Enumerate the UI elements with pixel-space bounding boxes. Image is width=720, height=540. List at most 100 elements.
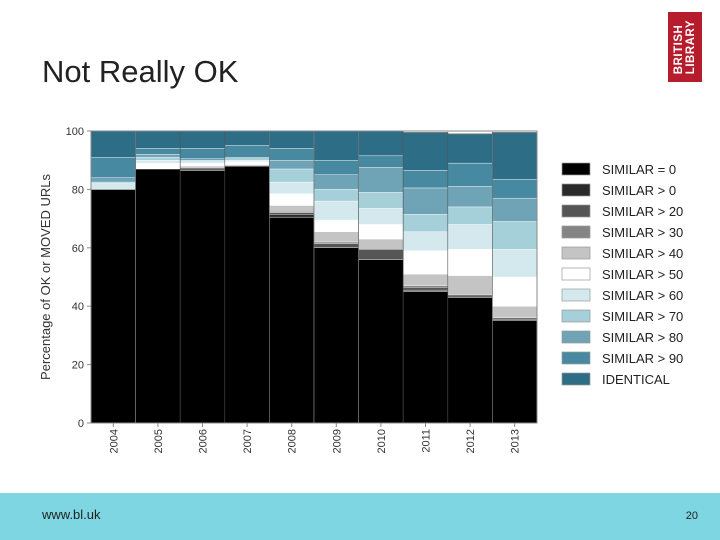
legend-swatch-7 <box>561 309 591 323</box>
bar-segment-2013-8 <box>492 197 538 222</box>
bar-segment-2009-10 <box>313 130 359 161</box>
legend-swatch-2 <box>561 204 591 218</box>
bar-segment-2012-4 <box>447 275 493 295</box>
bar-segment-2006-8 <box>179 158 225 161</box>
bar-segment-2008-2 <box>269 212 315 215</box>
bar-segment-2010-2 <box>358 249 404 260</box>
bar-segment-2006-4 <box>179 165 225 168</box>
bar-segment-2013-9 <box>492 178 538 199</box>
legend-swatch-5 <box>561 267 591 281</box>
legend-label-3: SIMILAR > 30 <box>602 225 683 240</box>
bar-segment-2013-10 <box>492 132 538 180</box>
bar-segment-2009-0 <box>313 247 359 424</box>
bar-segment-2010-6 <box>358 208 404 225</box>
bar-segment-2010-10 <box>358 130 404 157</box>
legend-swatch-3 <box>561 225 591 239</box>
x-tick-label-2004: 2004 <box>108 429 120 453</box>
legend-swatch-9 <box>561 351 591 365</box>
legend-label-10: IDENTICAL <box>602 372 670 387</box>
bar-segment-2009-9 <box>313 159 359 175</box>
bar-segment-2011-5 <box>403 250 449 275</box>
bar-segment-2010-8 <box>358 167 404 193</box>
bar-segment-2005-10 <box>135 130 181 149</box>
bar-segment-2013-0 <box>492 320 538 424</box>
bar-segment-2006-2 <box>179 167 225 170</box>
x-tick-label-2008: 2008 <box>287 429 299 453</box>
bar-segment-2005-9 <box>135 148 181 155</box>
legend-swatch-1 <box>561 183 591 197</box>
footer-bar: www.bl.uk 20 <box>0 493 720 540</box>
bar-segment-2009-5 <box>313 219 359 232</box>
bar-segment-2011-7 <box>403 214 449 232</box>
page-number: 20 <box>685 510 698 522</box>
bar-segment-2005-8 <box>135 154 181 158</box>
bar-segment-2008-1 <box>269 214 315 218</box>
footer-url: www.bl.uk <box>42 507 101 522</box>
legend-swatch-10 <box>561 372 591 386</box>
bar-segment-2004-6 <box>90 183 136 190</box>
bar-segment-2008-7 <box>269 168 315 183</box>
legend-swatch-0 <box>561 162 591 176</box>
bar-segment-2010-0 <box>358 259 404 424</box>
bar-segment-2013-6 <box>492 249 538 278</box>
y-tick-label-100: 100 <box>66 126 84 138</box>
bar-segment-2011-3 <box>403 285 449 288</box>
bar-segment-2009-4 <box>313 231 359 243</box>
bar-segment-2006-0 <box>179 170 225 424</box>
legend-label-6: SIMILAR > 60 <box>602 288 683 303</box>
bar-segment-2006-5 <box>179 162 225 167</box>
bar-segment-2007-9 <box>224 145 270 158</box>
bar-segment-2013-1 <box>492 319 538 321</box>
plot-area <box>90 130 538 424</box>
plot-frame <box>90 130 538 424</box>
bar-segment-2010-9 <box>358 155 404 168</box>
bar-segment-2011-6 <box>403 231 449 251</box>
bar-segment-2011-0 <box>403 291 449 424</box>
bar-segment-2012-0 <box>447 297 493 424</box>
bar-segment-2008-3 <box>269 211 315 213</box>
bar-segment-2006-10 <box>179 130 225 149</box>
bar-segment-2006-7 <box>179 159 225 162</box>
bar-segment-2009-7 <box>313 189 359 202</box>
bar-segment-2004-9 <box>90 157 136 178</box>
bar-segment-2007-8 <box>224 157 270 159</box>
bar-segment-2008-8 <box>269 159 315 170</box>
y-axis: 0 20 40 60 80 100 Percentage of OK or MOVED UR… <box>38 126 91 430</box>
legend-label-5: SIMILAR > 50 <box>602 267 683 282</box>
bar-segment-2012-8 <box>447 186 493 208</box>
bar-segment-2006-9 <box>179 148 225 159</box>
bar-segment-2004-7 <box>90 181 136 184</box>
legend-label-0: SIMILAR = 0 <box>602 162 676 177</box>
y-tick-label-20: 20 <box>72 360 84 372</box>
bar-segment-2005-6 <box>135 159 181 164</box>
y-tick-label-40: 40 <box>72 301 84 313</box>
bar-segment-2007-7 <box>224 158 270 161</box>
legend-swatch-8 <box>561 330 591 344</box>
bar-segment-2004-0 <box>90 189 136 424</box>
bar-segment-2012-6 <box>447 224 493 250</box>
bar-segment-2007-0 <box>224 165 270 424</box>
bar-segment-2005-5 <box>135 162 181 170</box>
bar-segment-2011-9 <box>403 170 449 189</box>
x-tick-label-2013: 2013 <box>510 429 522 453</box>
bar-segment-2007-5 <box>224 161 270 165</box>
stacked-bar-chart: 0 20 40 60 80 100 Percentage of OK or MOVED UR… <box>38 126 683 453</box>
bar-segment-2005-0 <box>135 168 181 424</box>
bar-segment-2008-6 <box>269 181 315 194</box>
legend-label-8: SIMILAR > 80 <box>602 330 683 345</box>
bar-segment-2009-8 <box>313 174 359 190</box>
bar-segment-2004-10 <box>90 130 136 158</box>
bar-segment-2012-10 <box>447 133 493 164</box>
bar-segment-2011-8 <box>403 187 449 215</box>
bar-segment-2007-4 <box>224 164 270 167</box>
bar-segment-2010-4 <box>358 238 404 250</box>
legend-label-7: SIMILAR > 70 <box>602 309 683 324</box>
bar-segment-2004-8 <box>90 177 136 183</box>
bar-segment-2009-6 <box>313 200 359 221</box>
x-tick-label-2010: 2010 <box>376 429 388 453</box>
bar-segment-2013-2 <box>492 317 538 320</box>
bar-segment-2011-2 <box>403 287 449 291</box>
bar-segment-2012-5 <box>447 249 493 276</box>
legend-label-2: SIMILAR > 20 <box>602 204 683 219</box>
bar-segment-2007-10 <box>224 130 270 146</box>
